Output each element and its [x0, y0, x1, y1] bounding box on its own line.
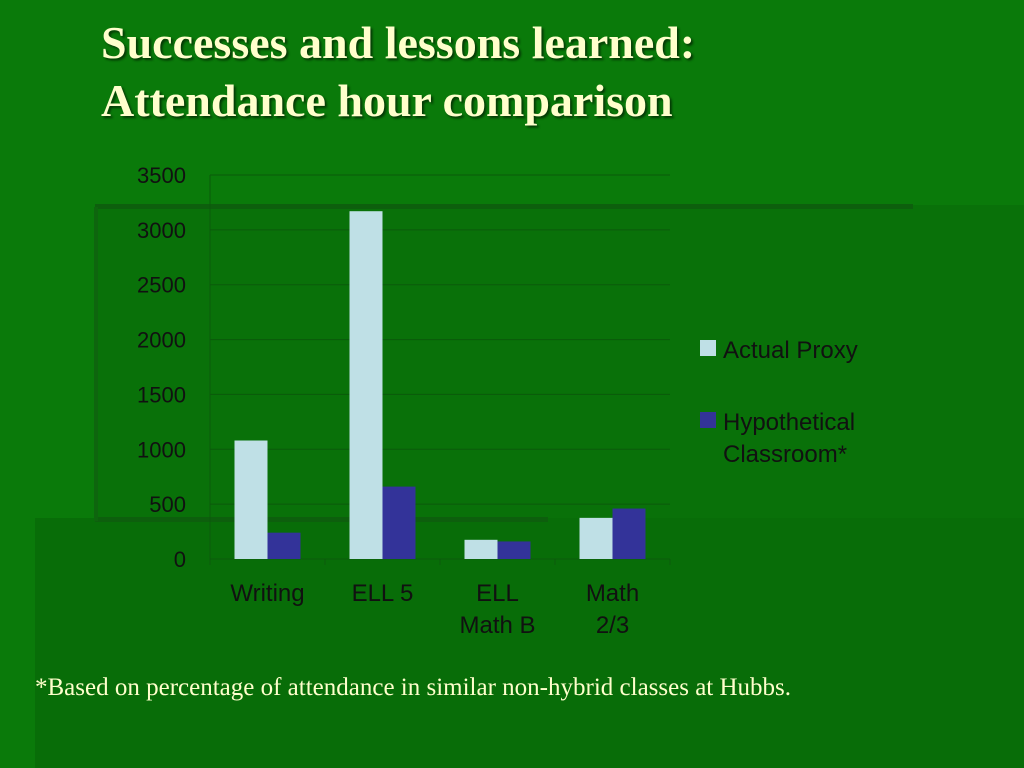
y-tick-label: 0: [174, 547, 186, 572]
legend-swatch: [700, 412, 716, 428]
legend-label: Actual Proxy: [723, 337, 858, 364]
y-tick-label: 2000: [137, 328, 186, 353]
y-tick-label: 3500: [137, 163, 186, 188]
y-tick-label: 1000: [137, 437, 186, 462]
x-tick-label: Writing: [230, 580, 304, 607]
x-tick-label: ELL: [476, 580, 519, 607]
y-tick-label: 500: [149, 492, 186, 517]
bar: [267, 532, 301, 559]
x-tick-label: Math B: [459, 612, 535, 639]
x-tick-label: ELL 5: [352, 580, 414, 607]
bar: [579, 517, 613, 559]
y-tick-label: 1500: [137, 382, 186, 407]
x-tick-label: 2/3: [596, 612, 629, 639]
legend-swatch: [700, 340, 716, 356]
bar: [382, 486, 416, 559]
bar: [349, 211, 383, 559]
legend-label: Hypothetical: [723, 409, 855, 436]
bar: [612, 508, 646, 559]
slide-title-line-1: Successes and lessons learned:: [101, 17, 696, 68]
slide-title: Successes and lessons learned: Attendanc…: [101, 14, 981, 130]
legend-label: Classroom*: [723, 441, 847, 468]
x-tick-label: Math: [586, 580, 639, 607]
y-tick-label: 2500: [137, 273, 186, 298]
slide-title-line-2: Attendance hour comparison: [101, 75, 673, 126]
bar: [497, 541, 531, 559]
footnote: *Based on percentage of attendance in si…: [35, 674, 792, 701]
bar: [464, 539, 498, 559]
bar: [234, 440, 268, 559]
y-tick-label: 3000: [137, 218, 186, 243]
